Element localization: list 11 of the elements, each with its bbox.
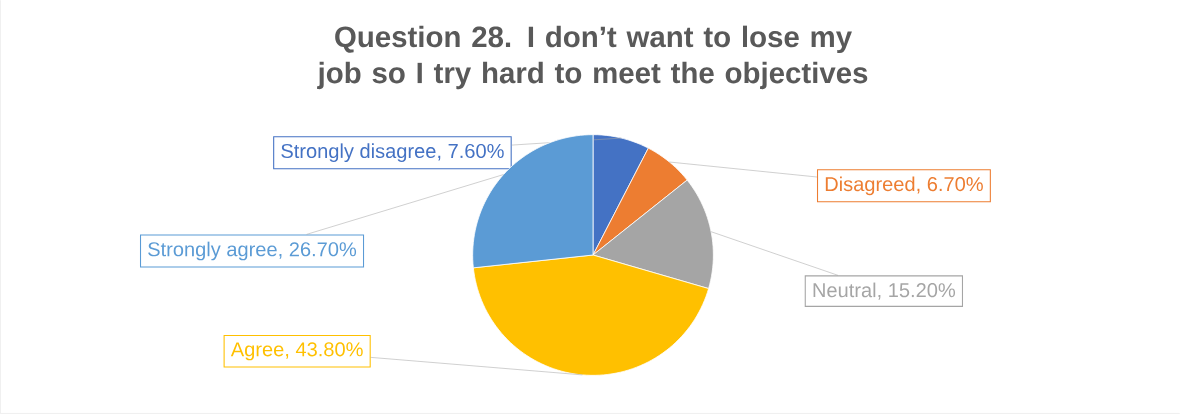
data-label: , 43.80% xyxy=(286,342,363,359)
data-label: , 7.60% xyxy=(438,144,504,161)
data-label: , 6.70% xyxy=(917,177,983,194)
slice-label: Strongly disagree xyxy=(281,143,436,163)
slice-label: Agree xyxy=(230,342,284,361)
slice-label: Disagreed xyxy=(825,176,915,196)
chart-title: Question 28. I don’t want to lose my job so I try hard to meet the objectives xyxy=(317,25,868,90)
data-label: , 26.70% xyxy=(279,242,357,259)
slice-label: Strongly agree xyxy=(148,241,277,261)
slice-label: Neutral xyxy=(813,282,876,298)
data-label: , 15.20% xyxy=(878,283,956,300)
